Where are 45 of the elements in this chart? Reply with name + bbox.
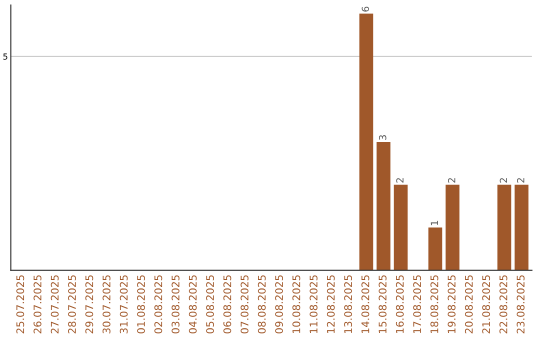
data-label: 2 xyxy=(396,178,404,183)
x-tick-label: 07.08.2025 xyxy=(240,275,248,334)
x-tick-label: 31.07.2025 xyxy=(120,275,128,334)
x-tick-label: 17.08.2025 xyxy=(413,275,422,333)
x-tick-label: 28.07.2025 xyxy=(68,275,76,334)
x-tick-label: 29.07.2025 xyxy=(85,275,94,334)
bar xyxy=(394,184,408,270)
bar xyxy=(446,184,460,270)
x-tick-label: 21.08.2025 xyxy=(482,275,490,334)
data-label: 2 xyxy=(517,178,524,183)
x-tick-label: 25.07.2025 xyxy=(16,275,24,334)
x-tick-label: 03.08.2025 xyxy=(172,275,180,334)
x-tick-label: 12.08.2025 xyxy=(326,275,335,333)
data-label: 6 xyxy=(362,6,370,12)
x-tick-label: 20.08.2025 xyxy=(464,275,473,334)
bar xyxy=(359,14,374,270)
x-tick-label: 09.08.2025 xyxy=(275,275,283,334)
x-tick-label: 04.08.2025 xyxy=(188,275,197,334)
x-tick-label: 16.08.2025 xyxy=(396,275,404,333)
x-tick-label: 27.07.2025 xyxy=(50,275,59,334)
bar xyxy=(514,184,528,270)
bar xyxy=(497,184,512,270)
x-tick-label: 01.08.2025 xyxy=(137,275,145,334)
data-label: 3 xyxy=(378,135,386,140)
x-tick-label: 22.08.2025 xyxy=(499,275,508,334)
x-tick-label: 08.08.2025 xyxy=(258,275,266,334)
x-tick-label: 02.08.2025 xyxy=(154,275,162,334)
x-tick-label: 19.08.2025 xyxy=(448,275,456,333)
x-tick-label: 15.08.2025 xyxy=(378,275,387,333)
x-tick-label: 18.08.2025 xyxy=(430,275,438,333)
x-tick-label: 13.08.2025 xyxy=(344,275,352,333)
x-tick-label: 11.08.2025 xyxy=(310,275,318,333)
x-tick-label: 10.08.2025 xyxy=(292,275,300,333)
x-tick-label: 05.08.2025 xyxy=(206,275,214,334)
x-tick-label: 30.07.2025 xyxy=(102,275,110,334)
x-tick-label: 23.08.2025 xyxy=(516,275,525,334)
x-tick-label: 14.08.2025 xyxy=(361,275,370,333)
data-label: 1 xyxy=(430,220,438,226)
x-tick-label: 06.08.2025 xyxy=(223,275,232,334)
bar xyxy=(428,228,442,270)
data-label: 2 xyxy=(448,178,456,183)
data-label: 2 xyxy=(500,178,507,183)
y-tick-label: 5 xyxy=(3,54,8,60)
x-tick-label: 26.07.2025 xyxy=(34,275,42,334)
bar xyxy=(376,142,390,270)
